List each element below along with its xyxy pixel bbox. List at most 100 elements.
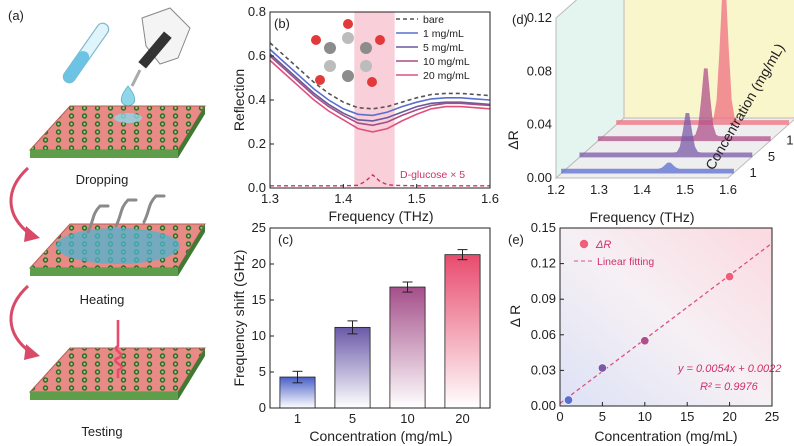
data-point-0 bbox=[563, 395, 573, 405]
y-tick-label: 0.09 bbox=[531, 291, 556, 306]
panel-b-chart: D-glucose × 5 bare 1 mg/mL 5 mg/mL 10 mg/mL 2… bbox=[231, 4, 499, 224]
step-label-dropping: Dropping bbox=[76, 172, 129, 187]
y-tick-label: 0.8 bbox=[248, 4, 266, 19]
panel-label: (c) bbox=[278, 232, 293, 247]
glucose-line bbox=[270, 173, 490, 187]
x-axis-title: Frequency (THz) bbox=[589, 209, 694, 225]
step-label-heating: Heating bbox=[80, 292, 125, 307]
data-point-1 bbox=[597, 363, 607, 373]
heat-wave-icon bbox=[86, 194, 166, 234]
y-tick-label: 0.0 bbox=[248, 180, 266, 195]
panel-e-chart: ΔR Linear fitting y = 0.0054x + 0.0022 R² =… bbox=[507, 220, 781, 444]
x-tick-label: 1.6 bbox=[719, 182, 737, 197]
y-tick-label: 0.4 bbox=[248, 92, 266, 107]
y-tick-label: 0.03 bbox=[531, 362, 556, 377]
data-point-3 bbox=[725, 272, 735, 282]
x-tick-label: 1.3 bbox=[261, 191, 279, 206]
curved-arrow-icon bbox=[9, 166, 40, 242]
ribbon-5 bbox=[579, 113, 753, 158]
atom bbox=[324, 60, 336, 72]
x-tick-label: 20 bbox=[455, 411, 469, 426]
legend-label: bare bbox=[423, 14, 444, 26]
panel-label: (d) bbox=[512, 12, 528, 27]
y-axis-title: Reflection bbox=[231, 69, 247, 131]
series-line-1 bbox=[270, 48, 490, 117]
bar-10 bbox=[389, 286, 426, 409]
atom bbox=[360, 42, 372, 54]
plot-background bbox=[560, 228, 772, 406]
x-tick-label: 5 bbox=[599, 409, 606, 424]
panel-label: (b) bbox=[274, 16, 290, 31]
x-tick-label: 5 bbox=[349, 411, 356, 426]
y-axis-title: Frequency shift (GHz) bbox=[231, 250, 247, 387]
atom bbox=[367, 77, 377, 87]
bar-20 bbox=[444, 254, 481, 409]
x-axis-title: Concentration (mg/mL) bbox=[594, 428, 737, 444]
x-tick-label: 1.2 bbox=[547, 182, 565, 197]
bar-5 bbox=[334, 326, 371, 409]
x-axis-title: Frequency (THz) bbox=[328, 208, 433, 224]
pipette-hand-icon bbox=[130, 7, 191, 87]
glucose-annotation: D-glucose × 5 bbox=[400, 169, 465, 181]
legend-label: Linear fitting bbox=[597, 256, 654, 268]
atom bbox=[324, 42, 336, 54]
y-tick-label: 0.15 bbox=[531, 220, 556, 235]
x-tick-label: 0 bbox=[556, 409, 563, 424]
y-tick-label: 0.12 bbox=[531, 256, 556, 271]
metasurface-substrate-dropping bbox=[28, 105, 206, 158]
x-tick-label: 10 bbox=[400, 411, 414, 426]
fit-equation: y = 0.0054x + 0.0022 bbox=[677, 363, 781, 375]
series-line-3 bbox=[270, 55, 490, 127]
panel-label: (e) bbox=[508, 232, 524, 247]
ribbon-1 bbox=[561, 162, 734, 174]
atom bbox=[342, 70, 354, 82]
atom bbox=[375, 35, 385, 45]
atom bbox=[342, 32, 354, 44]
atom bbox=[360, 60, 372, 72]
x-tick-label: 1.4 bbox=[334, 191, 352, 206]
x-tick-label: 1.5 bbox=[408, 191, 426, 206]
x-tick-label: 15 bbox=[680, 409, 694, 424]
droplet-icon bbox=[120, 85, 136, 107]
depth-tick-label: 10 bbox=[786, 133, 794, 148]
test-tube-icon bbox=[62, 22, 110, 84]
series-line-2 bbox=[270, 53, 490, 122]
data-point-2 bbox=[640, 336, 650, 346]
plot-frame bbox=[559, 227, 773, 407]
y-tick-label: 0.00 bbox=[527, 170, 552, 185]
y-tick-label: 0.00 bbox=[531, 398, 556, 413]
highlight-band bbox=[354, 12, 395, 188]
plot-frame bbox=[269, 227, 491, 409]
y-tick-label: 15 bbox=[252, 292, 266, 307]
legend-label: 1 mg/mL bbox=[423, 28, 464, 40]
legend-label: 5 mg/mL bbox=[423, 42, 464, 54]
legend-label: 10 mg/mL bbox=[423, 56, 470, 68]
x-tick-label: 25 bbox=[765, 409, 779, 424]
metasurface-substrate-heating bbox=[28, 223, 206, 276]
x-tick-label: 20 bbox=[722, 409, 736, 424]
panel-a: (a) Dropping bbox=[8, 7, 206, 439]
fit-line bbox=[559, 242, 773, 404]
x-tick-label: 1.5 bbox=[676, 182, 694, 197]
x-tick-label: 1.6 bbox=[481, 191, 499, 206]
terahertz-pulse-icon bbox=[114, 320, 123, 378]
step-label-testing: Testing bbox=[81, 424, 122, 439]
y-tick-label: 0 bbox=[259, 400, 266, 415]
y-tick-label: 5 bbox=[259, 364, 266, 379]
x-tick-label: 1.3 bbox=[590, 182, 608, 197]
y-tick-label: 0.08 bbox=[527, 63, 552, 78]
r-squared: R² = 0.9976 bbox=[700, 381, 759, 393]
depth-tick-label: 1 bbox=[750, 165, 757, 180]
x-tick-label: 1.4 bbox=[633, 182, 651, 197]
panel-d-chart: 2010510.000.040.080.121.21.31.41.51.6Fre… bbox=[505, 0, 794, 225]
atom bbox=[315, 75, 325, 85]
y-tick-label: 10 bbox=[252, 328, 266, 343]
y-tick-label: 0.12 bbox=[527, 10, 552, 25]
x-tick-label: 10 bbox=[638, 409, 652, 424]
series-line-4 bbox=[270, 59, 490, 133]
x-tick-label: 1 bbox=[294, 411, 301, 426]
atom bbox=[311, 35, 321, 45]
y-tick-label: 0.6 bbox=[248, 48, 266, 63]
y-tick-label: 25 bbox=[252, 220, 266, 235]
